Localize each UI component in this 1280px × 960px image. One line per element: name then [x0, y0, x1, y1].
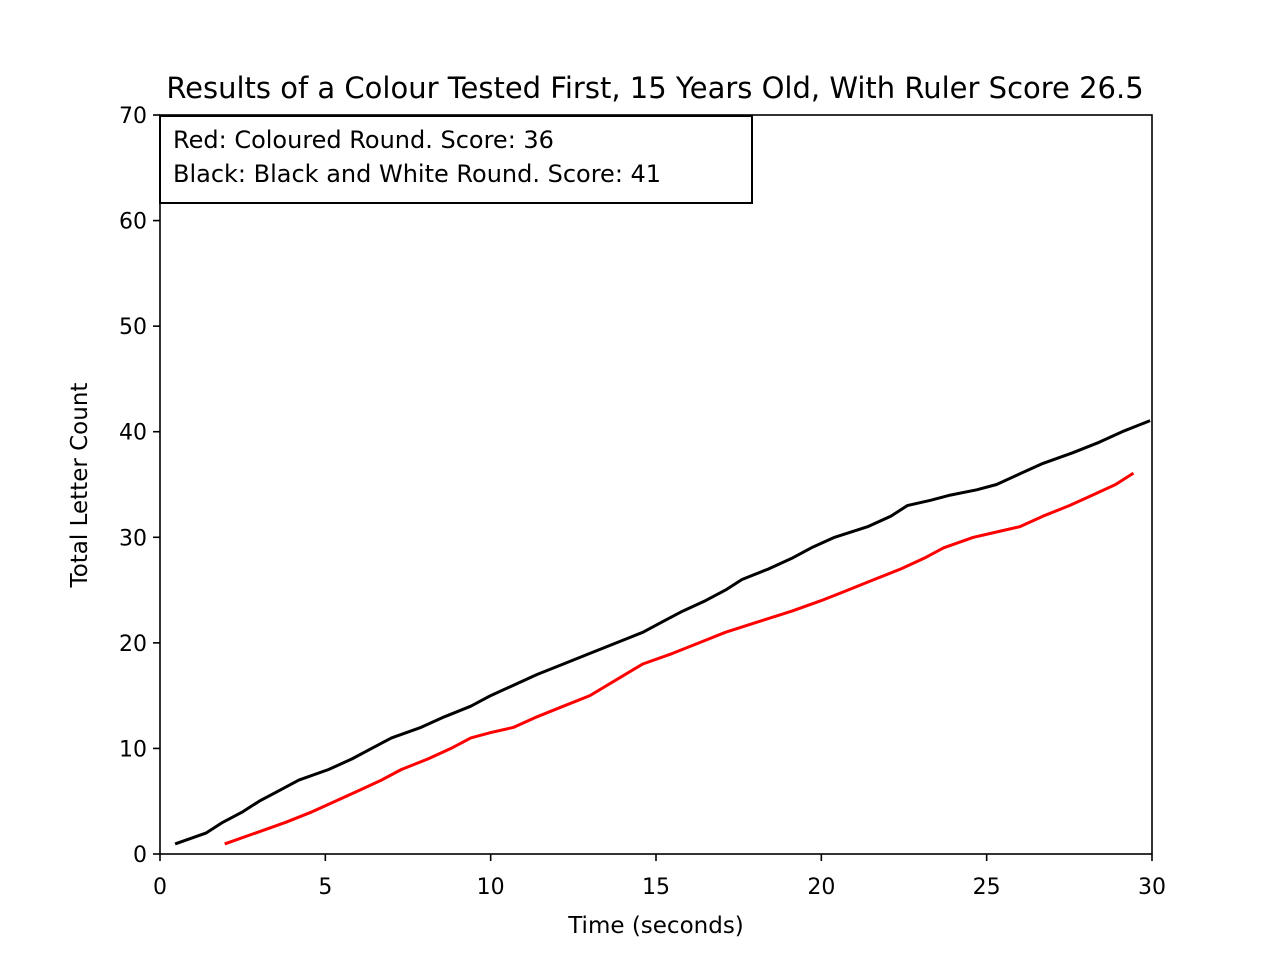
- y-tick-label: 60: [119, 210, 147, 235]
- y-tick-label: 50: [119, 315, 147, 340]
- plot-frame: [159, 114, 1153, 855]
- y-tick-label: 30: [119, 526, 147, 551]
- legend: Red: Coloured Round. Score: 36 Black: Bl…: [159, 115, 753, 204]
- chart-title: Results of a Colour Tested First, 15 Yea…: [166, 71, 1143, 105]
- x-tick-label: 25: [973, 875, 1001, 900]
- y-tick-label: 0: [133, 843, 147, 868]
- x-tick-label: 5: [318, 875, 332, 900]
- legend-entry-red: Red: Coloured Round. Score: 36: [173, 126, 554, 154]
- y-tick-label: 40: [119, 421, 147, 446]
- y-axis: 0 10 20 30 40 50 60 70: [119, 104, 160, 868]
- x-tick-label: 20: [807, 875, 835, 900]
- x-tick-label: 30: [1138, 875, 1166, 900]
- y-tick-label: 10: [119, 737, 147, 762]
- x-tick-label: 15: [642, 875, 670, 900]
- legend-entry-black: Black: Black and White Round. Score: 41: [173, 160, 661, 188]
- y-tick-label: 20: [119, 632, 147, 657]
- series-layer: [174, 419, 1151, 846]
- x-tick-label: 0: [153, 875, 167, 900]
- series-line-red: [224, 471, 1135, 846]
- x-axis: 0 5 10 15 20 25 30: [153, 854, 1166, 900]
- y-axis-label: Total Letter Count: [67, 383, 93, 589]
- x-axis-label: Time (seconds): [567, 913, 744, 939]
- series-line-black: [174, 419, 1151, 846]
- x-tick-label: 10: [477, 875, 505, 900]
- y-tick-label: 70: [119, 104, 147, 129]
- legend-box: [159, 115, 753, 204]
